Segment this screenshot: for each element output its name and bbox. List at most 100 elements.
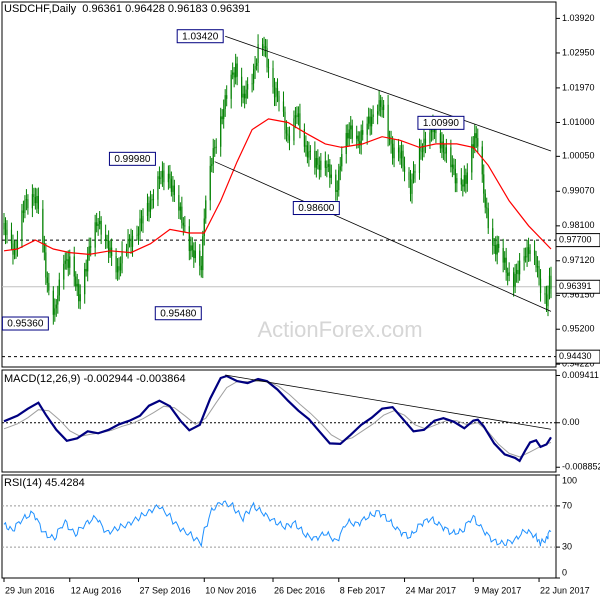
candle-body: [502, 248, 504, 263]
candle-body: [13, 248, 16, 255]
candle-body: [345, 132, 347, 155]
candle-body: [96, 222, 98, 226]
candle-body: [317, 158, 319, 165]
candle-body: [368, 116, 370, 124]
candle-body: [158, 176, 161, 180]
macd-main-line: [3, 374, 552, 463]
price-ytick-label: 1.02950: [562, 47, 595, 57]
candle-body: [34, 197, 36, 204]
candle-body: [31, 194, 33, 209]
candle-body: [25, 199, 28, 201]
candle-body: [424, 138, 427, 144]
candle-body: [266, 47, 268, 68]
annotation-label: 0.95360: [7, 319, 44, 330]
price-ytick-label: 0.98100: [562, 220, 595, 230]
candle-body: [200, 265, 202, 271]
candle-body: [64, 260, 66, 264]
xtick-label: 29 Jun 2016: [5, 585, 55, 595]
candle-body: [330, 174, 332, 178]
price-ytick-label: 1.00050: [562, 151, 595, 161]
candle-body: [507, 272, 509, 276]
candle-body: [408, 171, 410, 180]
current-price-label: 0.96391: [559, 281, 592, 291]
candle-body: [303, 129, 306, 147]
candle-body: [172, 185, 174, 192]
candle-body: [57, 295, 59, 305]
candle-body: [538, 266, 540, 279]
macd-signal-line: [3, 380, 552, 458]
candle-body: [441, 141, 443, 149]
candle-body: [296, 115, 298, 118]
xtick-label: 9 May 2017: [474, 585, 521, 595]
candle-body: [308, 151, 310, 158]
rsi-line: [3, 500, 552, 548]
candle-body: [463, 175, 465, 187]
candle-body: [251, 83, 253, 85]
candle-body: [285, 129, 288, 134]
candle-body: [139, 218, 141, 234]
candle-body: [544, 293, 546, 295]
price-ytick-label: 1.01970: [562, 82, 595, 92]
xtick-label: 24 Mar 2017: [406, 585, 457, 595]
candle-body: [55, 304, 57, 309]
watermark: ActionForex.com: [257, 317, 422, 342]
annotation-box: [417, 115, 465, 130]
candle-body: [43, 243, 45, 253]
header-high: 0.96428: [125, 3, 165, 15]
candle-body: [523, 256, 525, 261]
candle-body: [442, 141, 444, 153]
price-trendline: [225, 35, 552, 152]
candle-body: [215, 146, 217, 148]
candle-body: [235, 63, 237, 78]
annotation-box: [154, 306, 202, 321]
annotation-label: 1.03420: [182, 31, 219, 42]
level-label-box: [555, 233, 600, 248]
price-ytick-label: 1.01000: [562, 117, 595, 127]
candle-body: [105, 234, 107, 242]
candle-body: [483, 174, 485, 194]
candle-body: [421, 151, 424, 153]
candle-body: [94, 222, 96, 248]
candle-body: [495, 245, 497, 255]
header-timeframe: Daily: [51, 3, 77, 15]
candle-body: [481, 146, 483, 175]
candle-body: [297, 113, 300, 118]
candle-body: [276, 88, 279, 96]
candle-body: [58, 279, 60, 296]
candle-body: [305, 145, 307, 147]
candle-body: [24, 200, 26, 214]
candle-body: [504, 257, 506, 263]
candle-body: [516, 269, 518, 274]
candle-body: [526, 247, 528, 258]
candle-body: [108, 240, 110, 254]
annotation-box: [1, 316, 49, 331]
annotation-box: [176, 29, 224, 44]
candle-body: [130, 238, 132, 247]
annotation-box: [292, 201, 340, 216]
candle-body: [244, 93, 246, 99]
candle-body: [224, 95, 226, 109]
candle-body: [535, 255, 537, 268]
candle-body: [326, 166, 328, 168]
candle-body: [191, 245, 193, 251]
candle-body: [460, 178, 462, 185]
candle-body: [378, 100, 380, 112]
xtick-label: 10 Nov 2016: [205, 585, 256, 595]
candle-body: [6, 229, 8, 235]
candle-body: [97, 224, 99, 226]
candle-body: [179, 206, 181, 211]
candle-body: [119, 263, 122, 271]
candle-body: [412, 170, 415, 179]
candle-body: [336, 190, 338, 192]
candle-body: [350, 125, 352, 130]
rsi-ytick-label: 70: [562, 500, 572, 510]
rsi-title: RSI(14) 45.4284: [4, 477, 85, 489]
candle-body: [136, 235, 138, 236]
candle-body: [22, 210, 25, 214]
candle-body: [173, 185, 175, 196]
candle-body: [402, 150, 404, 167]
candle-body: [423, 138, 425, 152]
candle-body: [357, 135, 359, 142]
candle-body: [393, 147, 395, 159]
candle-body: [451, 164, 453, 168]
